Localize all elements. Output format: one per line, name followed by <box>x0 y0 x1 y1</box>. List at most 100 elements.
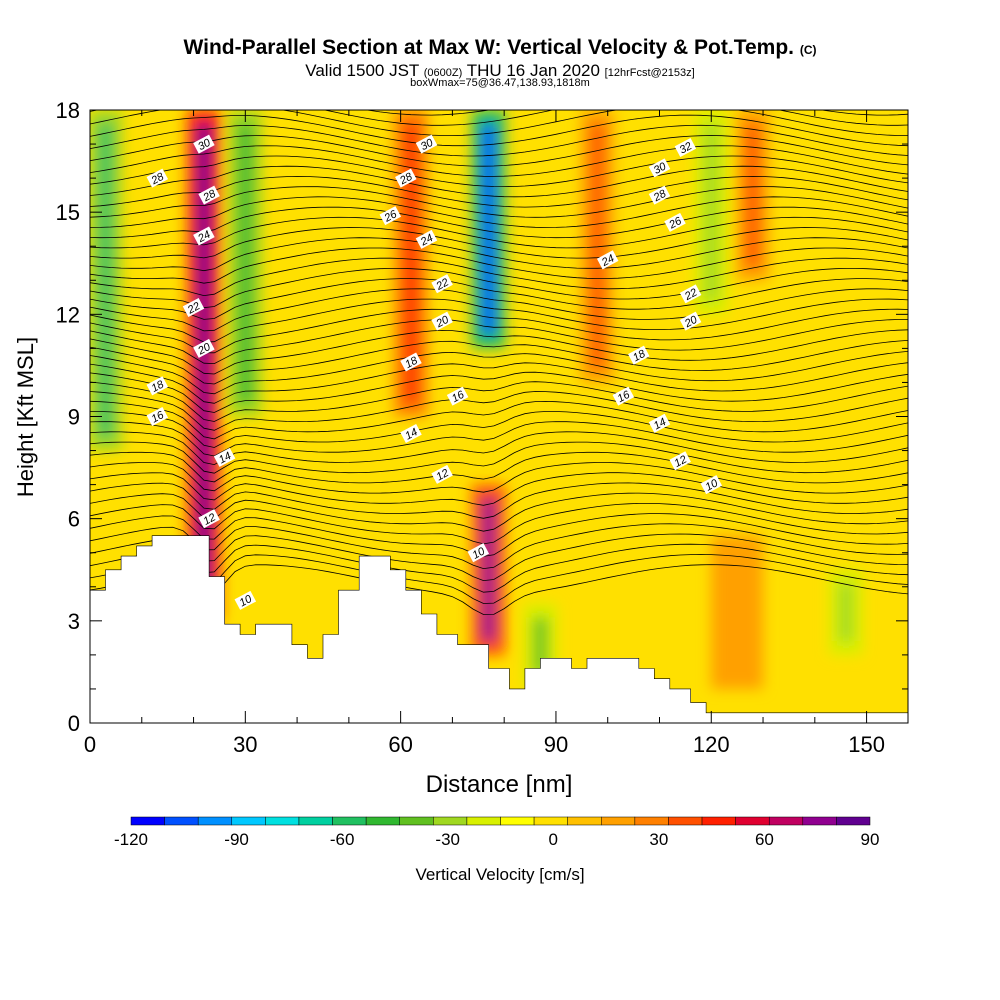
theta-label-box <box>198 185 220 205</box>
colorbar: -120 -90 -60 -30 0 30 60 90 <box>114 816 880 849</box>
w-core <box>745 123 760 267</box>
colorbar-swatch <box>768 816 804 826</box>
y-tick-label: 6 <box>68 507 80 532</box>
isentrope <box>90 513 908 557</box>
colorbar-swatch <box>836 816 871 826</box>
theta-label: 10 <box>700 475 723 495</box>
colorbar-swatch <box>130 816 165 826</box>
theta-label: 26 <box>379 206 402 225</box>
theta-label: 18 <box>628 345 650 365</box>
isentrope <box>90 492 908 532</box>
theta-label: 16 <box>146 406 169 427</box>
theta-label: 14 <box>400 423 422 444</box>
theta-label-text: 20 <box>682 313 700 330</box>
isentrope <box>90 114 908 147</box>
theta-label: 30 <box>648 158 671 178</box>
theta-label-box <box>193 338 215 358</box>
w-core <box>704 123 718 301</box>
colorbar-swatch <box>735 816 770 826</box>
colorbar-swatch <box>668 816 703 826</box>
x-tick-label: 0 <box>84 732 96 757</box>
theta-label: 22 <box>182 297 205 318</box>
chart-title: Wind-Parallel Section at Max W: Vertical… <box>0 36 1000 60</box>
y-tick-label: 12 <box>56 302 80 327</box>
theta-label-box <box>415 134 438 154</box>
theta-label-box <box>669 451 691 471</box>
theta-label: 14 <box>648 413 671 433</box>
colorbar-swatch <box>500 816 535 826</box>
theta-label-text: 22 <box>682 287 699 304</box>
isentrope <box>90 319 908 365</box>
theta-label: 22 <box>679 284 702 304</box>
isentrope <box>90 237 908 272</box>
theta-label-box <box>679 311 702 331</box>
isentrope <box>90 482 908 519</box>
colorbar-swatch <box>634 816 669 826</box>
colorbar-swatch <box>567 816 602 826</box>
theta-label-box <box>415 229 438 249</box>
valid-zulu: (0600Z) <box>423 67 463 79</box>
isentrope <box>90 298 908 343</box>
theta-label-text: 20 <box>433 313 451 330</box>
theta-label-box <box>182 297 205 318</box>
y-tick-label: 15 <box>56 200 80 225</box>
theta-label-box <box>146 168 169 188</box>
colorbar-tick-label: -90 <box>224 830 249 849</box>
theta-label-box <box>431 274 453 294</box>
colorbar-swatch <box>466 816 501 826</box>
isentrope <box>90 196 908 228</box>
colorbar-tick-label: -120 <box>114 830 148 849</box>
theta-label: 28 <box>146 168 169 188</box>
theta-label-text: 28 <box>397 170 415 187</box>
theta-label-text: 24 <box>599 253 616 270</box>
y-tick-label: 18 <box>56 98 80 123</box>
theta-label-box <box>700 475 723 495</box>
theta-label: 10 <box>234 590 257 610</box>
isentrope <box>90 329 908 375</box>
valid-date: THU 16 Jan 2020 <box>466 61 600 80</box>
isentrope <box>90 165 908 198</box>
theta-label: 30 <box>193 134 215 154</box>
colorbar-tick-label: -60 <box>330 830 355 849</box>
theta-label: 10 <box>467 543 490 563</box>
chart-subtitle: Valid 1500 JST (0600Z) THU 16 Jan 2020 [… <box>0 61 1000 81</box>
theta-label: 16 <box>612 386 635 406</box>
theta-label-box <box>395 168 417 188</box>
isentrope <box>90 533 908 582</box>
isentrope <box>90 247 908 284</box>
theta-label-box <box>612 386 635 406</box>
isentrope <box>90 523 908 570</box>
isentrope <box>90 186 908 218</box>
theta-label-box <box>628 345 650 365</box>
theta-label: 32 <box>674 137 697 158</box>
colorbar-tick-label: 0 <box>549 830 558 849</box>
theta-label: 28 <box>648 185 671 205</box>
y-axis-label: Height [Kft MSL] <box>13 337 38 497</box>
forecast-note: [12hrFcst@2153z] <box>604 67 695 79</box>
colorbar-tick-label: 90 <box>861 830 880 849</box>
theta-label: 14 <box>213 447 236 467</box>
theta-label-text: 32 <box>678 140 694 156</box>
isentrope <box>90 288 908 332</box>
theta-label: 24 <box>193 226 215 246</box>
theta-label-text: 24 <box>418 232 435 249</box>
isentrope <box>90 362 908 404</box>
theta-label-text: 26 <box>382 208 400 225</box>
colorbar-swatch <box>533 816 568 826</box>
colorbar-swatch <box>365 816 400 826</box>
theta-label-box <box>193 226 215 246</box>
isentrope <box>90 351 908 395</box>
isentrope <box>90 110 908 136</box>
theta-label: 18 <box>146 376 169 396</box>
colorbar-swatch <box>298 816 333 826</box>
isentrope <box>90 441 908 474</box>
theta-label-box <box>467 543 490 563</box>
title-text: Wind-Parallel Section at Max W: Vertical… <box>183 36 794 59</box>
theta-label-text: 28 <box>200 187 218 204</box>
theta-label: 18 <box>400 352 422 372</box>
theta-label-text: 20 <box>195 341 213 358</box>
w-core <box>839 583 853 642</box>
isentrope <box>90 564 908 615</box>
colorbar-swatch <box>197 816 233 826</box>
isentrope <box>90 278 908 320</box>
